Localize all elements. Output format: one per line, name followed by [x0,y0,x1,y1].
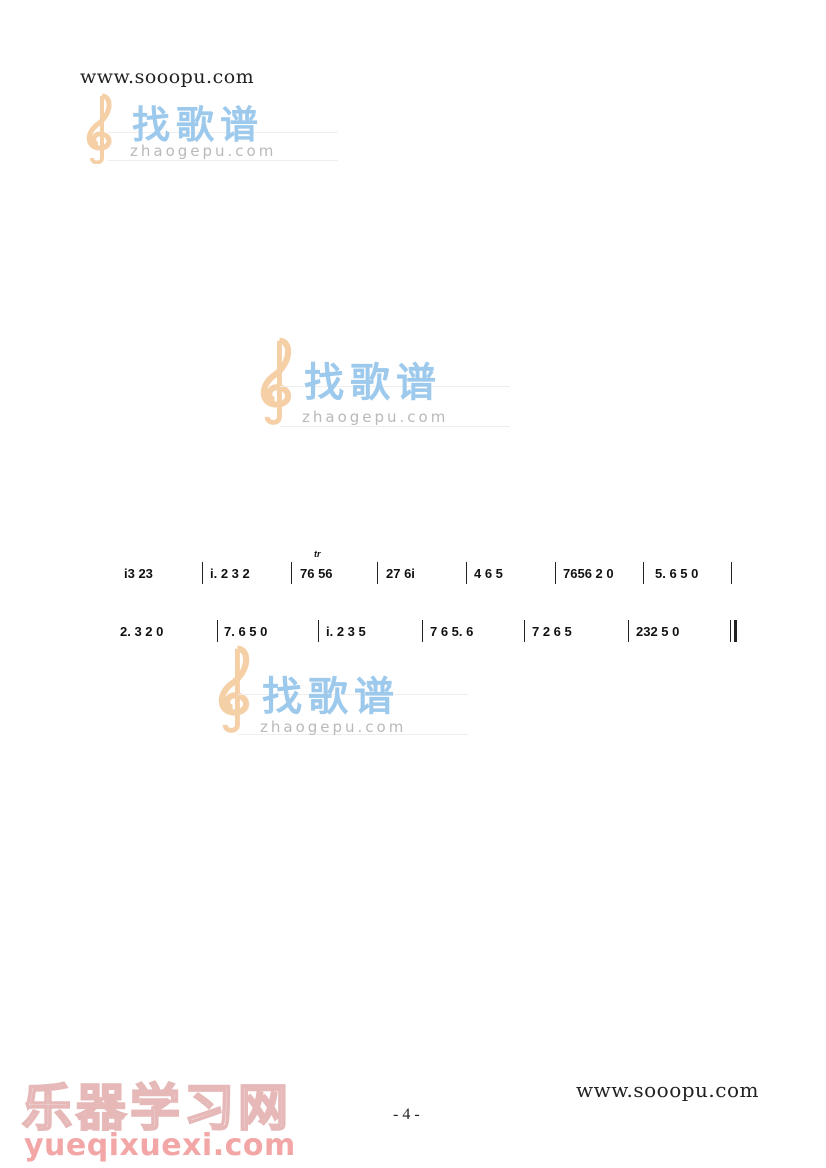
barline [318,620,319,642]
barline [377,562,378,584]
score-measure: 7656 2 0 [563,566,614,581]
barline [217,620,218,642]
badge-latin: yueqixuexi.com [24,1128,296,1163]
barline [628,620,629,642]
score-measure: 2. 3 2 0 [120,624,164,639]
score-measure: 7. 6 5 0 [224,624,268,639]
barline [202,562,203,584]
score-measure: 7 2 6 5 [532,624,572,639]
score-measure: i. 2 3 2 [210,566,250,581]
score-measure: 232 5 0 [636,624,680,639]
score-measure: 7 6 5. 6 [430,624,474,639]
yueqixuexi-badge: 乐器学习网 yueqixuexi.com [18,1068,318,1164]
badge-chinese: 乐器学习网 [21,1078,292,1138]
barline [555,562,556,584]
page-number: - 4 - [393,1106,420,1123]
barline [643,562,644,584]
score-measure: 5. 6 5 0 [655,566,699,581]
barline [466,562,467,584]
barline [291,562,292,584]
site-url-bottom: www.sooopu.com [576,1078,759,1102]
score-measure-ornament: tr [314,549,321,559]
final-barline [730,620,731,642]
score-measure: 27 6i [386,566,415,581]
barline [524,620,525,642]
barline [731,562,732,584]
barline [422,620,423,642]
final-barline-thick [734,620,737,642]
score-measure: 4 6 5 [474,566,503,581]
score-measure: 76 56 [300,566,333,581]
score-measure: i3 23 [124,566,153,581]
score-measure: i. 2 3 5 [326,624,366,639]
site-url-top: www.sooopu.com [80,66,255,88]
